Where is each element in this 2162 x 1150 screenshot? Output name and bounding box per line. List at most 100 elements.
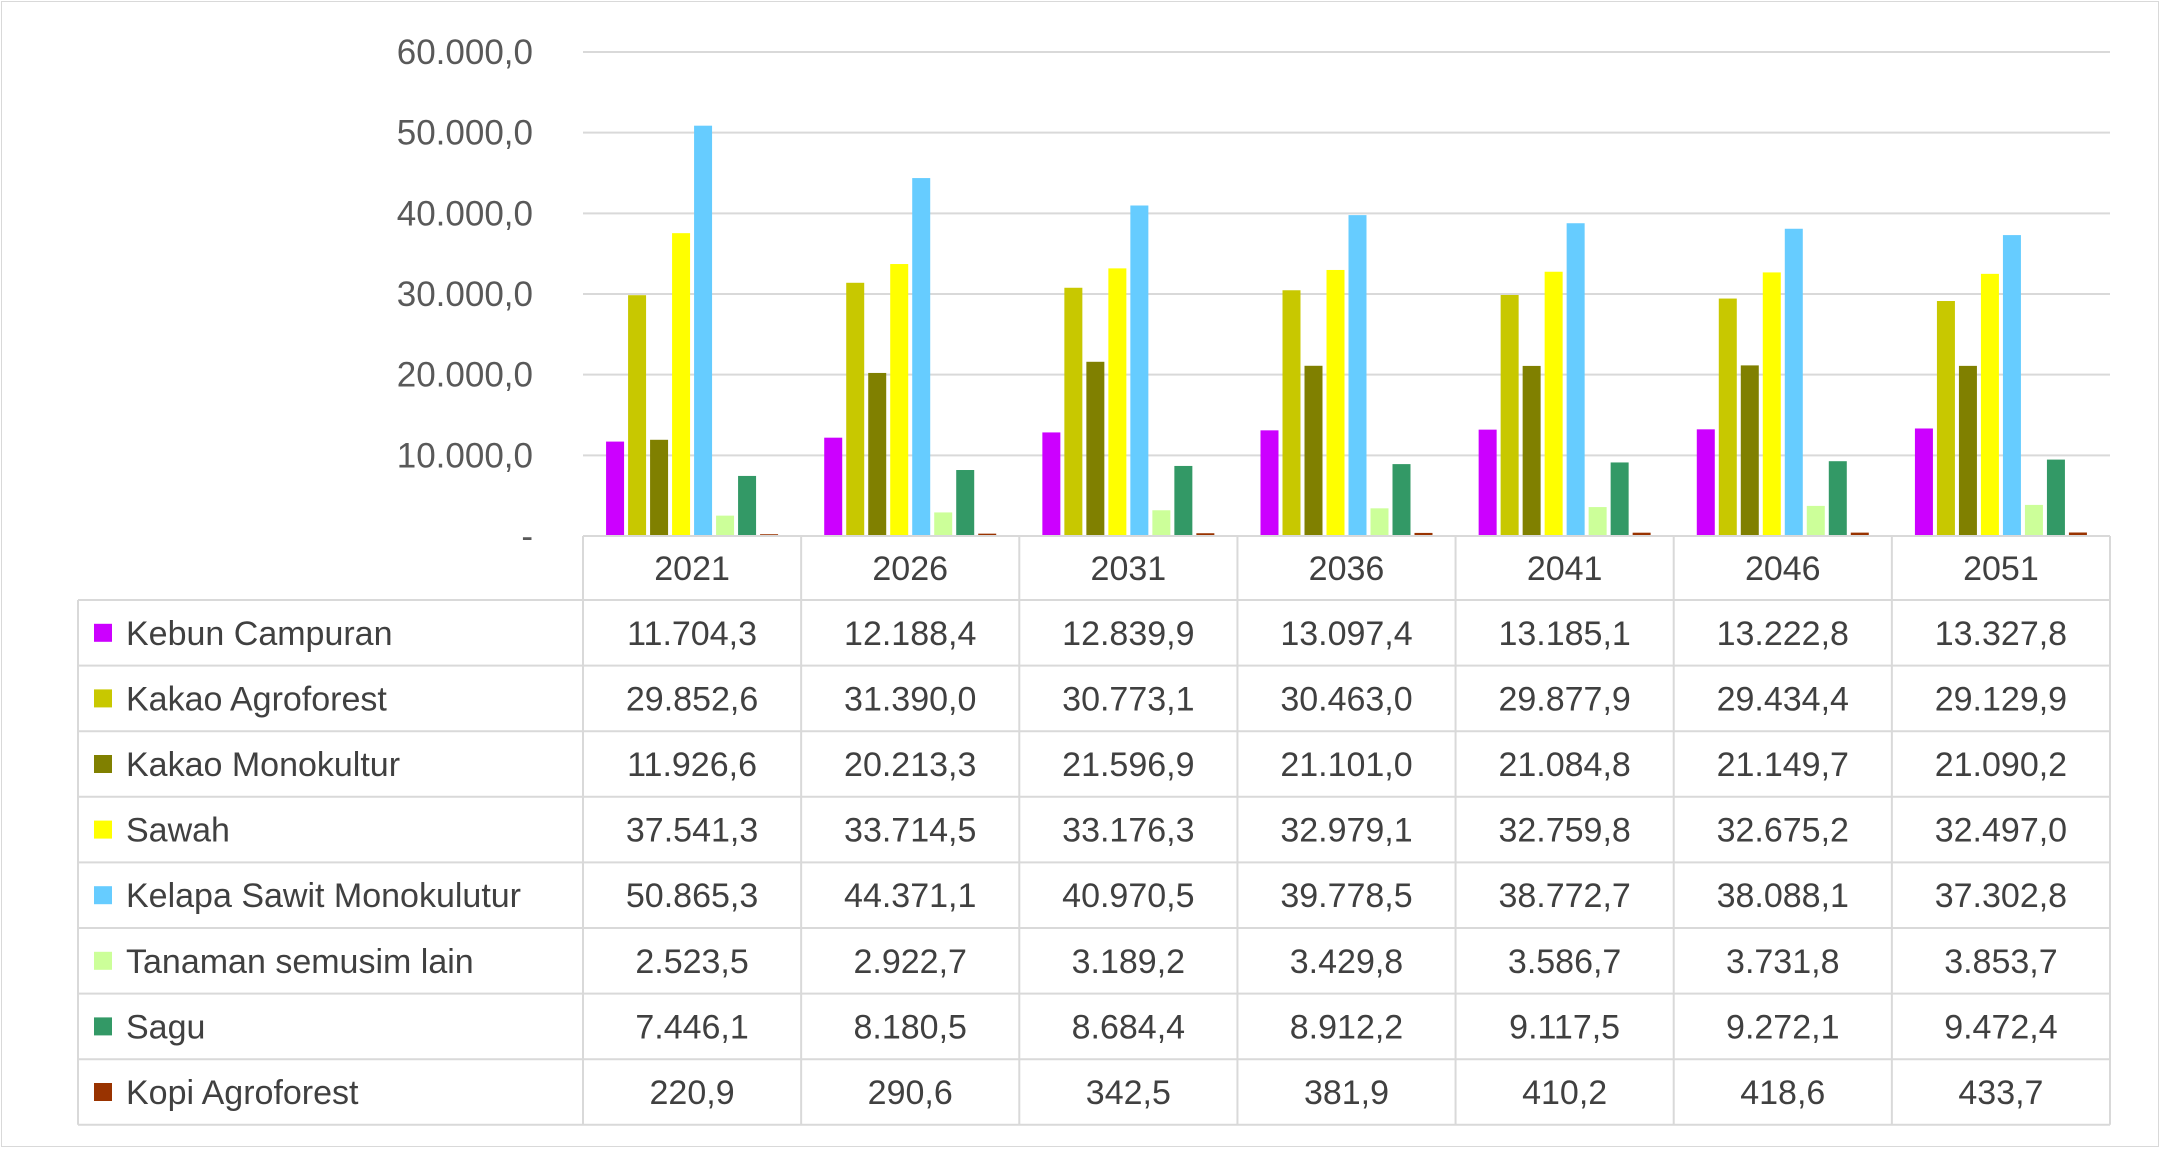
gridlines	[583, 51, 2110, 457]
y-tick-label: 30.000,0	[397, 275, 533, 314]
data-label: 3.586,7	[1508, 943, 1621, 981]
data-label: 21.090,2	[1935, 746, 2067, 784]
bar	[1828, 461, 1847, 536]
bar	[824, 437, 843, 536]
bar	[1958, 365, 1977, 536]
legend-label: Kakao Agroforest	[126, 680, 387, 718]
bars	[606, 125, 2087, 537]
legend-swatch	[94, 689, 112, 708]
data-label: 342,5	[1086, 1074, 1171, 1112]
data-table: 2021 2026 2031 2036 2041 2046 2051 Kebun Campur…	[77, 535, 2111, 1126]
data-label: 29.852,6	[626, 680, 758, 718]
data-label: 30.773,1	[1062, 680, 1194, 718]
bar	[1936, 301, 1955, 536]
bar	[1304, 365, 1323, 536]
data-label: 12.188,4	[844, 615, 976, 653]
data-label: 418,6	[1740, 1074, 1825, 1112]
data-label: 29.129,9	[1935, 680, 2067, 718]
data-label: 8.684,4	[1072, 1008, 1185, 1046]
data-label: 32.675,2	[1717, 812, 1849, 850]
data-label: 32.979,1	[1280, 812, 1412, 850]
legend-swatch	[94, 1083, 112, 1101]
bar	[1196, 533, 1215, 536]
data-label: 37.541,3	[626, 812, 758, 850]
bar	[2068, 532, 2087, 536]
legend-label: Kelapa Sawit Monokulutur	[126, 877, 521, 915]
data-label: 33.714,5	[844, 812, 976, 850]
y-tick-label: -	[521, 517, 533, 556]
bar	[1980, 273, 1999, 536]
bar	[1042, 432, 1061, 536]
data-label: 33.176,3	[1062, 812, 1194, 850]
bar	[1718, 298, 1737, 536]
data-label: 9.117,5	[1509, 1008, 1620, 1046]
y-tick-label: 10.000,0	[397, 436, 533, 475]
bar	[1130, 205, 1149, 536]
data-label: 7.446,1	[635, 1008, 748, 1046]
data-label: 8.912,2	[1290, 1008, 1403, 1046]
data-label: 21.596,9	[1062, 746, 1194, 784]
bar	[694, 125, 713, 536]
x-tick-label: 2031	[1091, 550, 1167, 588]
bar	[1762, 272, 1781, 536]
legend-label: Kopi Agroforest	[126, 1074, 359, 1112]
data-label: 11.704,3	[627, 615, 757, 653]
bar	[2002, 235, 2021, 536]
data-label: 50.865,3	[626, 877, 758, 915]
bar	[628, 295, 647, 536]
data-label: 21.084,8	[1498, 746, 1630, 784]
x-tick-label: 2046	[1745, 550, 1821, 588]
legend-label: Tanaman semusim lain	[126, 943, 474, 981]
data-label: 433,7	[1958, 1074, 2043, 1112]
bar	[1370, 508, 1389, 536]
legend-swatch	[94, 951, 112, 970]
legend-swatch	[94, 886, 112, 905]
bar	[1784, 228, 1803, 537]
bar	[1152, 510, 1171, 536]
bar	[1392, 464, 1411, 536]
bar	[1174, 465, 1193, 536]
legend-label: Sagu	[126, 1008, 205, 1046]
bar	[1806, 505, 1825, 536]
data-label: 410,2	[1522, 1074, 1607, 1112]
bar	[1566, 223, 1585, 536]
legend-label: Kakao Monokultur	[126, 746, 400, 784]
data-label: 38.772,7	[1498, 877, 1630, 915]
legend-swatch	[94, 755, 112, 773]
legend-label: Sawah	[126, 812, 230, 850]
bar	[1260, 430, 1279, 536]
bar	[650, 439, 669, 536]
bar	[1086, 361, 1105, 536]
bar	[1348, 215, 1367, 536]
bar	[672, 233, 691, 536]
x-tick-label: 2026	[872, 550, 948, 588]
data-label: 29.877,9	[1498, 680, 1630, 718]
x-tick-label: 2051	[1963, 550, 2039, 588]
data-label: 32.497,0	[1935, 812, 2067, 850]
bar	[716, 515, 735, 536]
bar	[606, 441, 625, 536]
data-label: 2.523,5	[635, 943, 748, 981]
data-label: 13.327,8	[1935, 615, 2067, 653]
bar	[1108, 268, 1127, 536]
bar	[1414, 532, 1433, 536]
bar	[1588, 507, 1607, 536]
data-label: 13.222,8	[1717, 615, 1849, 653]
data-label: 8.180,5	[853, 1008, 966, 1046]
bar	[2024, 504, 2043, 536]
data-label: 38.088,1	[1717, 877, 1849, 915]
bar	[934, 512, 953, 536]
data-label: 21.149,7	[1717, 746, 1849, 784]
bar	[738, 475, 757, 536]
y-axis: - 10.000,0 20.000,0 30.000,0 40.000,0 50.000,…	[397, 33, 533, 556]
data-label: 37.302,8	[1935, 877, 2067, 915]
bar	[1610, 462, 1629, 536]
bar	[1500, 294, 1519, 536]
data-label: 290,6	[868, 1074, 953, 1112]
data-label: 3.853,7	[1944, 943, 2057, 981]
bar	[1740, 365, 1759, 536]
bar	[1326, 269, 1345, 536]
bar	[1064, 287, 1083, 536]
